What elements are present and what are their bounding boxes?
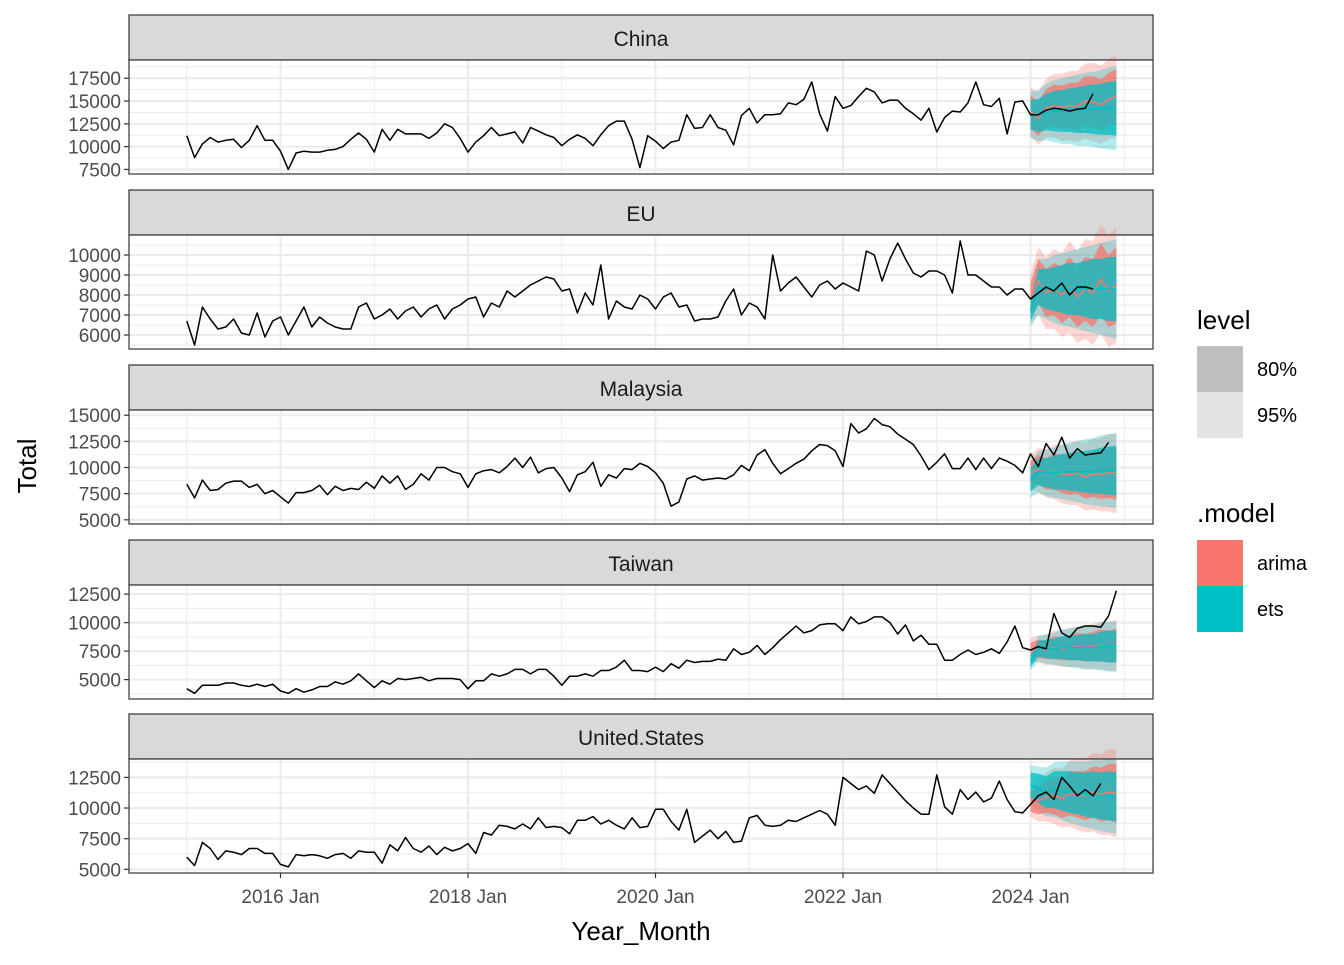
facet-title: Malaysia <box>600 378 683 401</box>
y-tick-label: 7500 <box>79 830 121 851</box>
panel-border <box>128 59 1154 175</box>
y-tick-label: 12500 <box>68 115 121 136</box>
y-tick-label: 12500 <box>68 432 121 453</box>
y-tick-label: 7000 <box>79 306 121 327</box>
ets-80-interval <box>1030 81 1117 136</box>
facet-united-states: United.States 5000 7500 10000 12500 2016 Jan 2… <box>68 713 1154 908</box>
y-tick-label: 8000 <box>79 286 121 307</box>
legend-title-model: .model <box>1197 498 1275 528</box>
y-tick-label: 10000 <box>68 246 121 267</box>
y-tick-label: 15000 <box>68 406 121 427</box>
y-tick-label: 10000 <box>68 614 121 635</box>
panel-background <box>129 759 1153 873</box>
y-tick-label: 17500 <box>68 69 121 90</box>
y-tick-label: 12500 <box>68 768 121 789</box>
legend-title-level: level <box>1197 305 1250 335</box>
x-tick-label: 2016 Jan <box>241 887 319 908</box>
observed-series-line <box>186 417 1110 507</box>
facet-malaysia: Malaysia 5000 7500 10000 12500 15000 <box>68 364 1154 532</box>
legend: level 80% 95% .model arima ets <box>1197 305 1308 632</box>
x-tick-label: 2022 Jan <box>804 887 882 908</box>
facet-strip <box>128 189 1154 236</box>
legend-key-model-ets <box>1197 586 1243 632</box>
facet-title: EU <box>626 203 655 226</box>
facet-title: China <box>614 28 669 51</box>
y-tick-label: 6000 <box>79 326 121 347</box>
y-tick-label: 7500 <box>79 485 121 506</box>
facet-taiwan: Taiwan 5000 7500 10000 12500 <box>68 539 1154 700</box>
y-tick-label: 10000 <box>68 799 121 820</box>
x-tick-label: 2024 Jan <box>991 887 1069 908</box>
legend-key-level-95pct <box>1197 392 1243 438</box>
facet-title: Taiwan <box>608 553 673 576</box>
y-tick-label: 5000 <box>79 511 121 532</box>
observed-series-line <box>186 590 1118 695</box>
facet-title: United.States <box>578 727 704 750</box>
ets-80-interval <box>1030 771 1117 822</box>
legend-key-level-80pct <box>1197 346 1243 392</box>
y-tick-label: 5000 <box>79 671 121 692</box>
legend-label-model: ets <box>1257 599 1284 621</box>
y-tick-label: 10000 <box>68 459 121 480</box>
facet-strip <box>128 364 1154 411</box>
y-tick-label: 9000 <box>79 266 121 287</box>
panel-border <box>128 234 1154 350</box>
facet-strip <box>128 539 1154 586</box>
y-tick-label: 5000 <box>79 860 121 881</box>
x-tick-label: 2020 Jan <box>616 887 694 908</box>
x-axis-title: Year_Month <box>571 916 710 946</box>
y-tick-label: 10000 <box>68 138 121 159</box>
y-tick-label: 7500 <box>79 160 121 181</box>
legend-label-level: 80% <box>1257 359 1297 381</box>
observed-series-line <box>186 81 1094 171</box>
ets-80-interval <box>1030 445 1117 496</box>
panel-border <box>128 758 1154 874</box>
ets-80-interval <box>1030 630 1117 668</box>
x-tick-label: 2018 Jan <box>429 887 507 908</box>
panel-border <box>128 584 1154 700</box>
y-tick-label: 7500 <box>79 642 121 663</box>
arima-forecast-line <box>1029 95 1117 120</box>
y-tick-label: 12500 <box>68 585 121 606</box>
y-tick-label: 15000 <box>68 92 121 113</box>
legend-label-model: arima <box>1257 553 1308 575</box>
panel-background <box>129 235 1153 349</box>
legend-label-level: 95% <box>1257 405 1297 427</box>
y-axis-title: Total <box>12 439 42 494</box>
facet-strip <box>128 713 1154 760</box>
observed-series-line <box>186 240 1094 346</box>
facet-strip <box>128 14 1154 61</box>
ets-forecast-line <box>1029 469 1117 481</box>
ets-forecast-line <box>1030 783 1117 798</box>
arima-forecast-line <box>1030 791 1117 803</box>
legend-key-model-arima <box>1197 540 1243 586</box>
observed-series-line <box>186 774 1102 868</box>
panel-background <box>129 585 1153 699</box>
